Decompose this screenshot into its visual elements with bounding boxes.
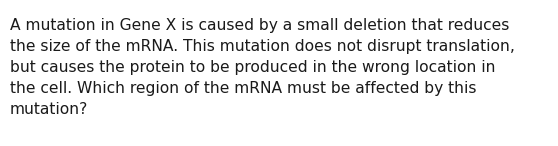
Text: A mutation in Gene X is caused by a small deletion that reduces
the size of the : A mutation in Gene X is caused by a smal… xyxy=(10,18,515,118)
